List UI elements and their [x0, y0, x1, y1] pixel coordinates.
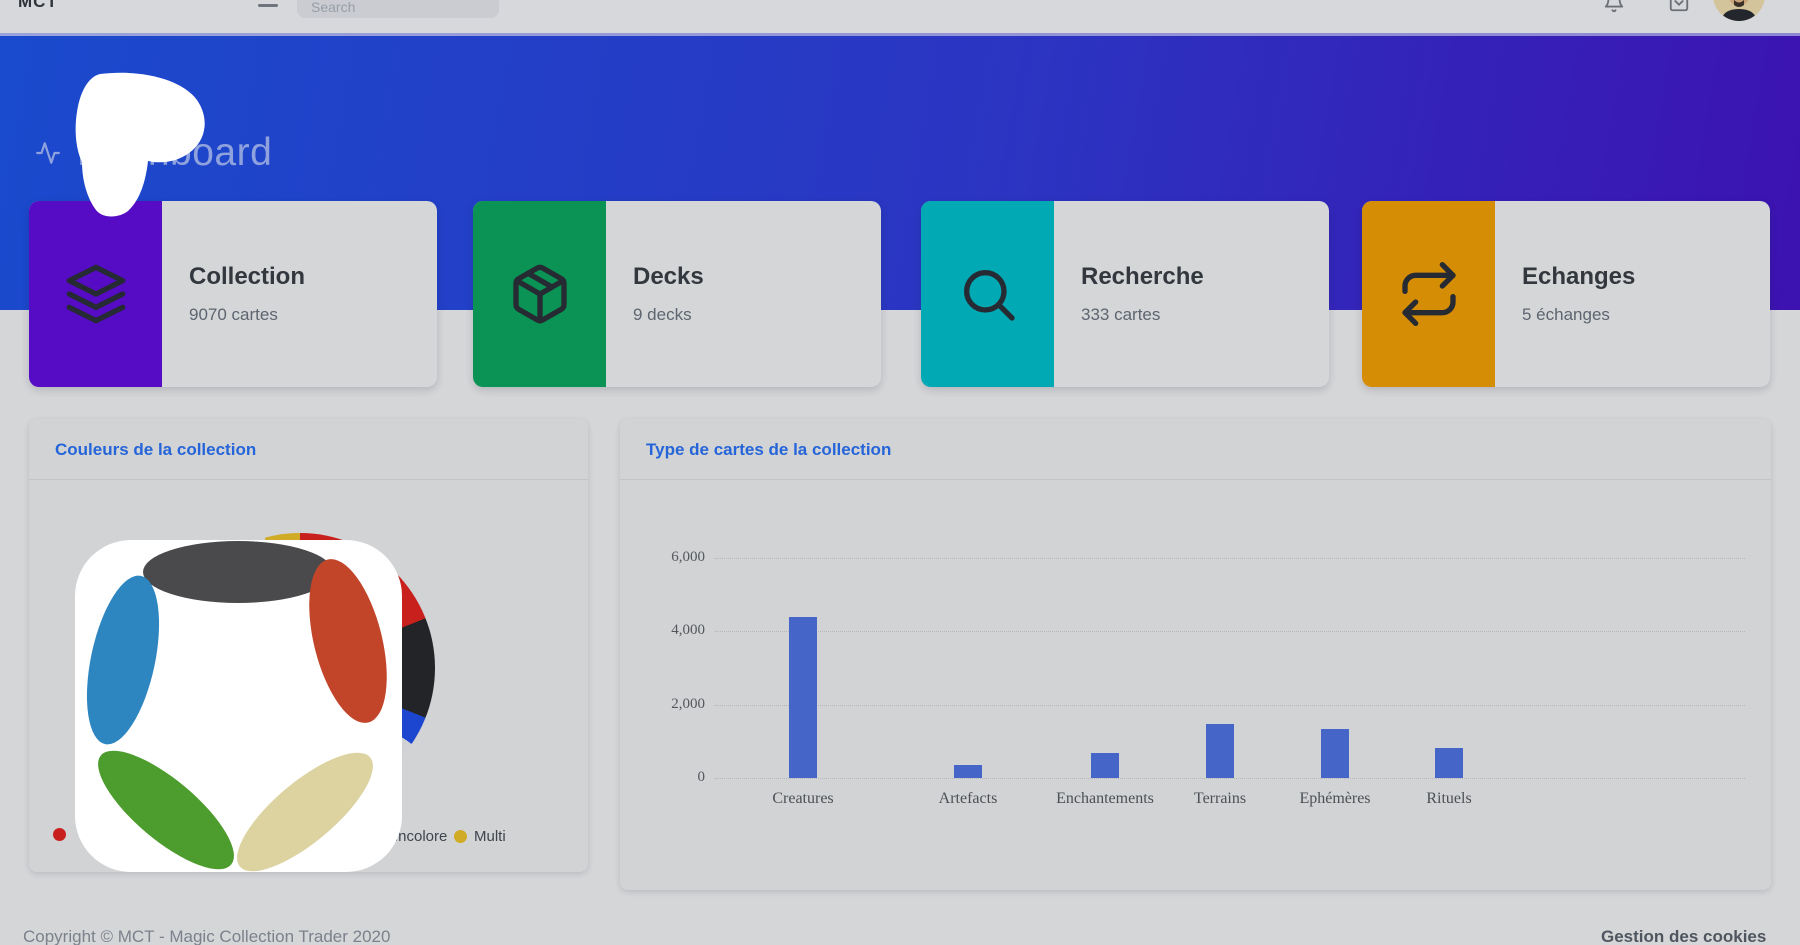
card-subtitle: 9 decks [633, 305, 692, 324]
legend-item[interactable]: Multi [454, 828, 506, 845]
panel-couleurs-title[interactable]: Couleurs de la collection [55, 440, 257, 459]
legend-item[interactable]: Incolore [374, 828, 447, 845]
footer-copyright: Copyright © MCT - Magic Collection Trade… [23, 927, 391, 945]
search-input[interactable] [297, 0, 499, 18]
legend-label: Incolore [394, 828, 448, 845]
card-title: Decks [633, 263, 704, 290]
topbar-shadow [0, 33, 1800, 36]
legend-dot [454, 830, 467, 843]
y-tick-label: 0 [697, 769, 706, 785]
y-tick-label: 6,000 [671, 549, 705, 565]
grid-line [715, 778, 1745, 779]
card-subtitle: 9070 cartes [189, 305, 278, 324]
bar-ephémères [1321, 729, 1349, 778]
legend-dot [374, 830, 387, 843]
bar-rituels [1435, 748, 1463, 778]
legend-dot [53, 828, 66, 841]
user-avatar[interactable] [1713, 0, 1765, 21]
x-category-label: Rituels [1426, 790, 1472, 807]
bar-chart-plot: 0 2,000 4,000 6,000 Creatures Artefacts Enchan… [620, 419, 1771, 890]
notifications-bell-icon[interactable] [1603, 0, 1625, 13]
x-category-label: Artefacts [938, 790, 998, 807]
card-subtitle: 333 cartes [1081, 305, 1161, 324]
legend-label: Multi [474, 828, 506, 845]
grid-line [715, 704, 1745, 706]
pie-chart-couleurs [165, 533, 435, 803]
card-collection[interactable]: Collection 9070 cartes [29, 201, 437, 387]
panel-header: Couleurs de la collection [29, 419, 588, 480]
y-tick-label: 2,000 [671, 695, 705, 712]
bar-terrains [1206, 724, 1234, 778]
topbar: MCT [0, 0, 1800, 36]
panel-header: Type de cartes de la collection [620, 419, 1771, 480]
x-category-label: Ephémères [1299, 790, 1371, 807]
card-title: Recherche [1081, 263, 1204, 290]
card-subtitle: 5 échanges [1522, 305, 1610, 324]
panel-types-title[interactable]: Type de cartes de la collection [646, 440, 892, 459]
x-category-label: Enchantements [1056, 790, 1154, 807]
grid-line [715, 558, 1745, 559]
bar-enchantements [1091, 753, 1119, 778]
grid-line [715, 631, 1745, 633]
x-category-label: Creatures [772, 790, 834, 807]
package-icon [473, 201, 606, 387]
bar-artefacts [954, 765, 982, 778]
y-tick-label: 4,000 [671, 622, 705, 639]
card-echanges[interactable]: Echanges 5 échanges [1362, 201, 1770, 387]
card-title: Collection [189, 263, 306, 290]
archive-icon[interactable] [1668, 0, 1690, 13]
search-icon [921, 201, 1054, 387]
bar-creatures [789, 617, 817, 778]
repeat-icon [1362, 201, 1495, 387]
layers-icon [29, 201, 162, 387]
hamburger-menu-icon[interactable] [258, 0, 278, 9]
brand-logo[interactable]: MCT [18, 0, 58, 11]
activity-pulse-icon [36, 142, 60, 164]
panel-types: Type de cartes de la collection 0 2,000 4,… [620, 419, 1771, 890]
card-recherche[interactable]: Recherche 333 cartes [921, 201, 1329, 387]
card-title: Echanges [1522, 263, 1636, 290]
card-decks[interactable]: Decks 9 decks [473, 201, 881, 387]
x-category-label: Terrains [1193, 790, 1247, 807]
panel-couleurs: Couleurs de la collection Incolore Multi [29, 419, 588, 872]
page-title: Dashboard [77, 131, 273, 174]
legend-item[interactable] [53, 828, 66, 841]
cookies-settings-link[interactable]: Gestion des cookies [1601, 927, 1767, 945]
